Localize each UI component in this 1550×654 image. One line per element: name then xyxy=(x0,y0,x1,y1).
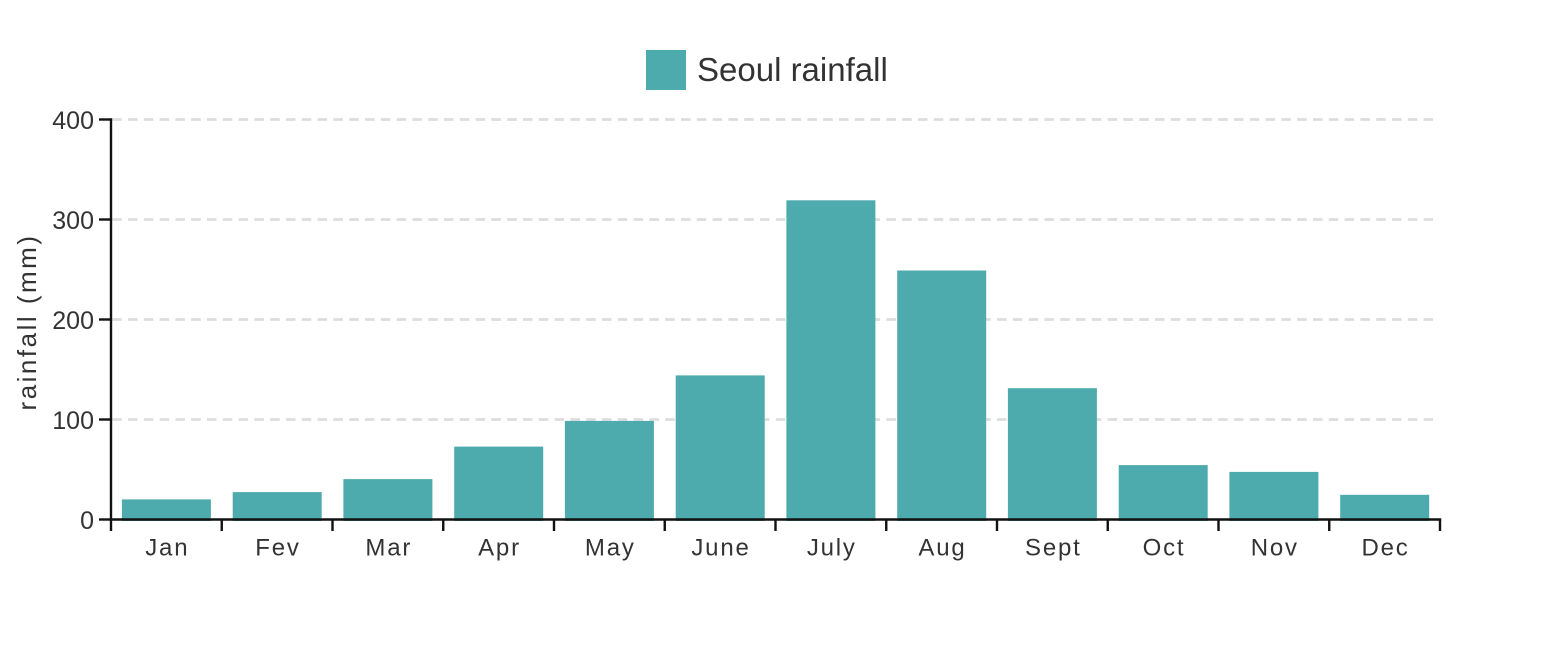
svg-text:rainfall (mm): rainfall (mm) xyxy=(12,234,42,411)
svg-text:Jan: Jan xyxy=(145,535,189,562)
svg-text:200: 200 xyxy=(52,307,94,335)
svg-text:Sept: Sept xyxy=(1025,535,1082,562)
svg-text:100: 100 xyxy=(52,407,94,435)
svg-text:Oct: Oct xyxy=(1143,535,1186,562)
svg-text:Mar: Mar xyxy=(365,535,412,562)
svg-text:Seoul rainfall: Seoul rainfall xyxy=(697,51,888,88)
svg-text:Fev: Fev xyxy=(255,535,300,562)
svg-text:0: 0 xyxy=(80,507,94,535)
svg-text:Aug: Aug xyxy=(918,535,966,562)
svg-text:Nov: Nov xyxy=(1251,535,1299,562)
svg-text:Apr: Apr xyxy=(478,535,521,562)
svg-text:Dec: Dec xyxy=(1361,535,1409,562)
svg-text:July: July xyxy=(807,535,857,562)
svg-text:May: May xyxy=(585,535,636,562)
svg-text:400: 400 xyxy=(52,107,94,135)
svg-text:300: 300 xyxy=(52,207,94,235)
svg-text:June: June xyxy=(691,535,750,562)
